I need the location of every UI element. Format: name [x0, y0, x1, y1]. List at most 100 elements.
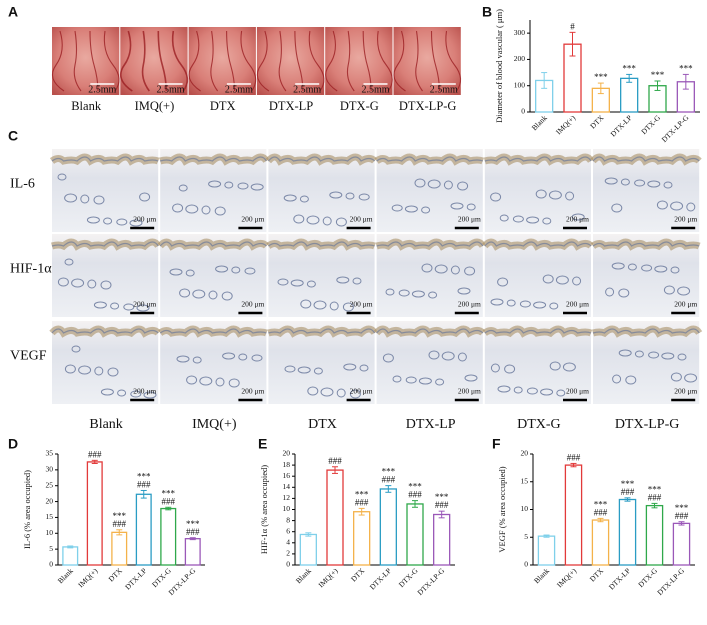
follicle [297, 366, 311, 374]
epidermis-edge [160, 156, 267, 162]
follicle [490, 192, 502, 202]
scale-bar-label: 2.5mm [430, 84, 458, 95]
follicle [382, 353, 394, 363]
significance-label: *** [408, 482, 422, 492]
x-tick-label: DTX-LP-G [660, 113, 691, 144]
scale-bar-label: 200 μm [674, 300, 697, 309]
follicle [620, 178, 630, 186]
follicle [237, 182, 249, 190]
x-tick-label: DTX-G [397, 566, 420, 589]
epidermis-edge [159, 241, 267, 247]
scale-bar-label: 2.5mm [88, 84, 116, 95]
epidermis-edge [376, 241, 484, 247]
y-tick-label: 18 [283, 460, 291, 469]
follicle [313, 300, 327, 310]
follicle [513, 386, 523, 394]
follicle [320, 387, 334, 397]
follicle [71, 345, 81, 353]
follicle [349, 389, 361, 399]
blood-vessel [256, 30, 270, 92]
follicle [504, 364, 516, 374]
significance-label: ### [137, 480, 151, 490]
y-tick-label: 6 [286, 526, 290, 535]
follicle [466, 203, 476, 211]
follicle [542, 274, 554, 284]
follicle [208, 180, 222, 188]
blood-vessel [73, 30, 82, 92]
significance-label: ### [594, 507, 608, 517]
error-bar [412, 500, 418, 508]
significance-label: ### [162, 496, 176, 506]
significance-label: ### [435, 500, 449, 510]
follicle [64, 193, 78, 203]
scale-bar-label: 200 μm [674, 387, 697, 396]
follicle [335, 217, 347, 227]
significance-label: *** [382, 467, 396, 477]
follicle [129, 219, 143, 227]
follicle [293, 214, 305, 224]
scale-bar-label: 200 μm [350, 387, 373, 396]
blood-vessel [415, 30, 423, 92]
panel-label: C [8, 128, 18, 144]
follicle [306, 215, 320, 225]
follicle [64, 364, 76, 374]
scale-bar-label: 200 μm [674, 215, 697, 224]
epidermis-edge [268, 241, 375, 247]
follicle [490, 298, 504, 306]
follicle [641, 264, 653, 272]
follicle [497, 277, 509, 287]
follicle [307, 386, 319, 396]
follicle [185, 269, 195, 277]
epidermis-edge [484, 241, 592, 247]
scale-bar-label: 2.5mm [157, 84, 185, 95]
x-tick-label: DTX [349, 566, 367, 584]
epidermis-edge [484, 328, 592, 334]
follicle [336, 276, 350, 284]
follicle [464, 266, 476, 276]
follicle [116, 218, 128, 226]
follicle [464, 374, 478, 382]
follicle [352, 277, 362, 285]
follicle [169, 268, 183, 276]
follicle [277, 278, 289, 286]
scale-bar-label: 200 μm [133, 215, 156, 224]
follicle [428, 350, 440, 360]
follicle [663, 181, 673, 189]
follicle [434, 264, 448, 274]
follicle [634, 350, 644, 358]
blood-vessel [210, 30, 219, 92]
epidermis-edge [159, 328, 267, 334]
follicle [571, 213, 585, 221]
error-bar [597, 517, 604, 523]
blood-vessel [377, 30, 393, 92]
x-tick-label: Blank [532, 566, 551, 585]
bar [86, 461, 103, 566]
significance-label: *** [435, 492, 449, 502]
follicle [572, 276, 582, 286]
follicle [299, 195, 309, 203]
follicle [57, 173, 67, 181]
follicle [549, 302, 559, 310]
follicle [519, 300, 531, 308]
y-tick-label: 5 [49, 544, 53, 553]
follicle [199, 376, 213, 386]
follicle [100, 388, 114, 396]
follicle [428, 291, 438, 299]
scale-bar-label: 200 μm [241, 387, 264, 396]
follicle [110, 302, 120, 310]
y-tick-label: 35 [46, 449, 54, 458]
error-bar [569, 31, 576, 57]
follicle [427, 179, 441, 189]
y-tick-label: 10 [46, 528, 54, 537]
bar [620, 77, 639, 113]
blood-vessel [445, 30, 462, 92]
scale-bar-label: 200 μm [241, 215, 264, 224]
follicle [64, 258, 74, 266]
follicle [284, 365, 296, 373]
follicle [130, 390, 142, 398]
follicle [634, 179, 646, 187]
follicle [526, 387, 538, 395]
follicle [143, 391, 157, 399]
significance-label: *** [621, 479, 635, 489]
y-tick-label: 15 [46, 512, 54, 521]
